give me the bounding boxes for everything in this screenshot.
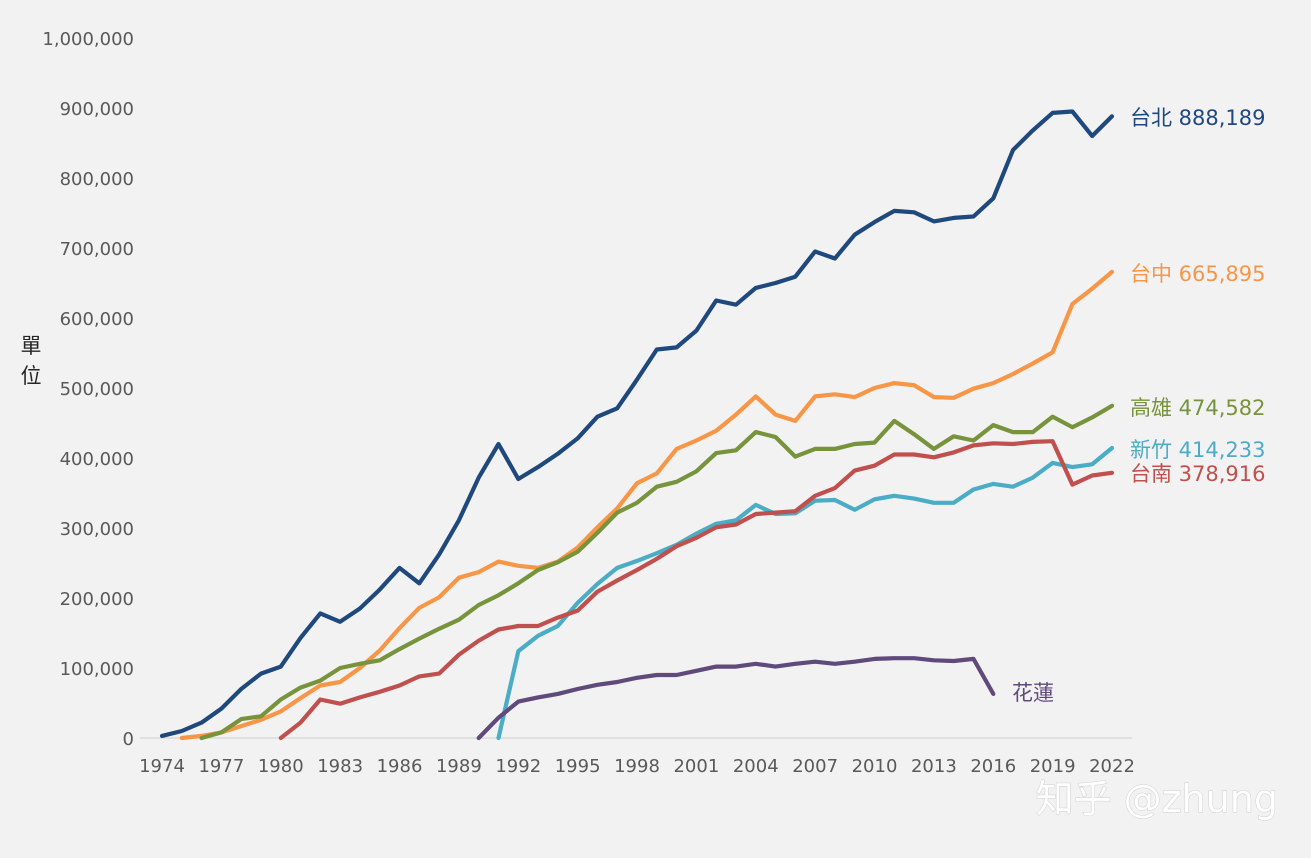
series-label-花蓮: 花蓮 [1012, 681, 1054, 705]
x-tick-label: 1977 [198, 756, 244, 777]
x-tick-label: 1986 [377, 756, 423, 777]
y-tick-label: 600,000 [60, 309, 134, 330]
x-tick-label: 2007 [792, 756, 838, 777]
x-tick-label: 2001 [673, 756, 719, 777]
x-tick-label: 2022 [1089, 756, 1135, 777]
y-tick-label: 400,000 [60, 449, 134, 470]
x-tick-label: 2016 [970, 756, 1016, 777]
x-tick-label: 2004 [733, 756, 779, 777]
y-tick-label: 100,000 [60, 659, 134, 680]
series-line-高雄 [199, 403, 1115, 741]
x-tick-label: 2010 [852, 756, 898, 777]
series-line-台北 [159, 109, 1115, 739]
y-tick-label: 0 [123, 729, 134, 750]
series-line-花蓮 [476, 656, 996, 741]
series-label-高雄: 高雄 474,582 [1130, 396, 1266, 420]
x-tick-label: 1974 [139, 756, 185, 777]
x-tick-label: 2019 [1030, 756, 1076, 777]
y-tick-label: 300,000 [60, 519, 134, 540]
x-tick-label: 2013 [911, 756, 957, 777]
x-tick-label: 1989 [436, 756, 482, 777]
series-label-新竹: 新竹 414,233 [1130, 438, 1266, 462]
y-tick-label: 700,000 [60, 239, 134, 260]
x-tick-label: 1995 [555, 756, 601, 777]
x-tick-label: 1983 [317, 756, 363, 777]
y-tick-label: 800,000 [60, 169, 134, 190]
series-label-台中: 台中 665,895 [1130, 262, 1266, 286]
series-line-台中 [179, 269, 1115, 741]
series-line-新竹 [496, 445, 1115, 741]
series-label-台南: 台南 378,916 [1130, 462, 1266, 486]
series-label-台北: 台北 888,189 [1130, 106, 1266, 130]
series-line-台南 [278, 439, 1115, 741]
x-tick-label: 1980 [258, 756, 304, 777]
y-tick-label: 200,000 [60, 589, 134, 610]
x-tick-label: 1992 [495, 756, 541, 777]
y-tick-label: 500,000 [60, 379, 134, 400]
y-tick-label: 1,000,000 [42, 29, 134, 50]
y-tick-label: 900,000 [60, 99, 134, 120]
y-axis-label: 單位 [21, 334, 42, 388]
watermark-text: 知乎 @zhung [1036, 777, 1278, 821]
x-tick-label: 1998 [614, 756, 660, 777]
